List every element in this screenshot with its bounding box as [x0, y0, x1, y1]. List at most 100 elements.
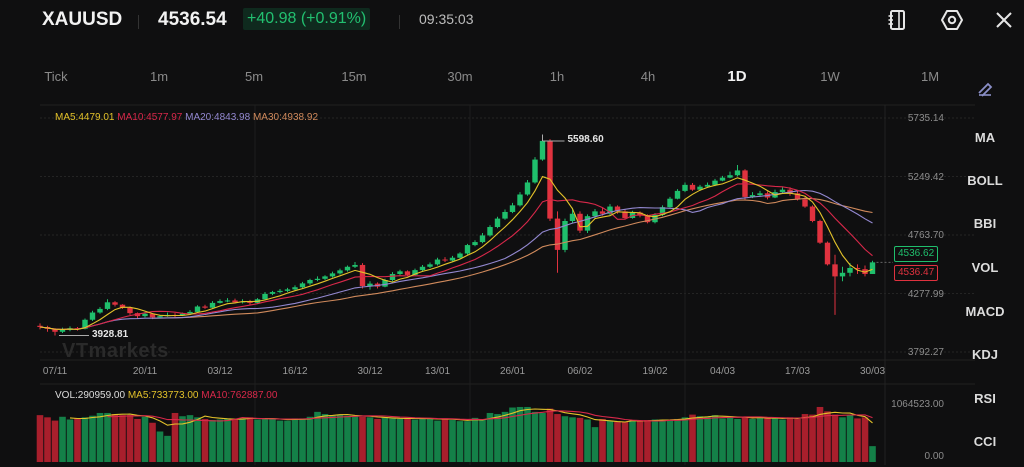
volume-bar [591, 427, 599, 462]
volume-bar [584, 419, 591, 462]
candle-body [419, 266, 426, 271]
indicator-cci[interactable]: CCI [973, 434, 997, 449]
timeframe-tab-1w[interactable]: 1W [820, 69, 840, 84]
volume-bar [149, 422, 156, 462]
indicator-ma[interactable]: MA [974, 130, 996, 145]
volume-bar [89, 415, 96, 462]
volume-bar [419, 418, 426, 462]
candle-body [314, 278, 321, 281]
divider [138, 15, 139, 29]
volume-bar [576, 417, 584, 462]
volume-bar [291, 418, 299, 462]
timeframe-tab-1m[interactable]: 1M [920, 69, 940, 84]
bid-price-tag: 4536.62 [894, 246, 939, 262]
candle-body [277, 290, 283, 293]
volume-bar [239, 418, 246, 462]
volume-bar [59, 416, 66, 462]
volume-bar [756, 417, 764, 462]
price-tick: 5249.42 [907, 172, 944, 183]
pencil-icon[interactable] [975, 78, 995, 98]
candle-body [434, 259, 441, 265]
volume-bar [629, 420, 636, 462]
candle-body [322, 276, 328, 279]
candle-body [479, 235, 486, 243]
volume-bar [794, 418, 801, 462]
volume-bar [216, 419, 224, 462]
volume-bar [276, 420, 284, 462]
candle-body [787, 189, 793, 194]
volume-bar [681, 417, 689, 462]
ma20-line [39, 189, 873, 330]
volume-bar [621, 421, 629, 462]
indicator-bbi[interactable]: BBI [973, 216, 997, 231]
timeframe-tab-1m[interactable]: 1m [149, 69, 169, 84]
candle-body [502, 211, 508, 219]
date-tick: 26/01 [499, 366, 526, 377]
candle-body [712, 180, 718, 185]
candle-body [202, 306, 208, 308]
watermark-logo: VTmarkets [62, 340, 169, 362]
volume-bar [554, 414, 561, 462]
volume-bar [614, 421, 621, 462]
volume-bar [531, 411, 539, 462]
candle-body [157, 316, 163, 318]
candle-body [82, 319, 88, 329]
candle-body [704, 184, 711, 187]
candle-body [389, 273, 396, 281]
candle-body [337, 270, 343, 274]
ma20-value: MA20:4843.98 [185, 112, 251, 123]
timeframe-tab-30m[interactable]: 30m [447, 69, 473, 84]
volume-bar [74, 418, 81, 462]
candle-body [562, 220, 568, 250]
candle-body [442, 259, 448, 261]
candle-body [307, 280, 313, 284]
candle-body [622, 211, 628, 218]
candle-body [839, 272, 846, 277]
volume-bar [426, 418, 434, 462]
volume-bar [786, 417, 794, 462]
candle-body [457, 253, 463, 258]
volume-bar [231, 418, 239, 462]
candle-body [674, 190, 681, 199]
volume-bar [869, 446, 876, 462]
current-price: 4536.54 [158, 9, 227, 30]
volume-bar [696, 416, 704, 462]
volume-bar [329, 415, 336, 462]
volume-bar [726, 416, 734, 462]
volume-bar [284, 420, 291, 462]
date-tick: 19/02 [642, 366, 668, 377]
indicator-macd[interactable]: MACD [965, 304, 1005, 319]
candle-body [832, 264, 838, 277]
date-tick: 04/03 [709, 366, 736, 377]
volume-bar [854, 418, 861, 462]
indicator-kdj[interactable]: KDJ [971, 347, 998, 362]
timeframe-tab-1h[interactable]: 1h [549, 69, 565, 84]
timestamp: 09:35:03 [419, 11, 474, 27]
close-icon[interactable] [992, 8, 1016, 32]
candle-body [592, 211, 598, 217]
ma30-line [152, 197, 873, 319]
volume-bar [509, 407, 516, 462]
candle-body [89, 312, 96, 320]
timeframe-tab-4h[interactable]: 4h [640, 69, 656, 84]
timeframe-tab-5m[interactable]: 5m [244, 69, 264, 84]
price-tick: 3792.27 [907, 347, 944, 358]
indicator-rsi[interactable]: RSI [974, 391, 996, 406]
volume-bar [224, 418, 231, 462]
candle-body [727, 175, 733, 178]
volume-bar [861, 417, 869, 462]
candle-body [599, 211, 606, 214]
volume-bar [779, 419, 786, 462]
notebook-icon[interactable] [885, 8, 909, 32]
date-tick: 06/02 [567, 366, 593, 377]
ma5-value: MA5:4479.01 [55, 112, 115, 123]
timeframe-tab-15m[interactable]: 15m [341, 69, 367, 84]
volume-bar [839, 417, 846, 462]
indicator-boll[interactable]: BOLL [967, 173, 1003, 188]
settings-hexagon-icon[interactable] [940, 8, 964, 32]
candle-body [269, 292, 276, 294]
timeframe-tab-tick[interactable]: Tick [44, 69, 68, 84]
indicator-vol[interactable]: VOL [971, 260, 999, 275]
timeframe-tab-1d[interactable]: 1D [727, 68, 747, 85]
